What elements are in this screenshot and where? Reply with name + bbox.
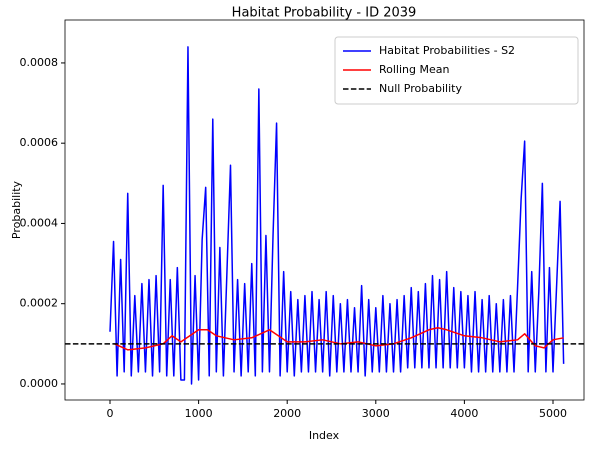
y-tick-label: 0.0000 — [20, 377, 59, 390]
plot-frame — [64, 19, 585, 401]
y-axis-label: Probability — [10, 180, 23, 239]
series-line — [109, 46, 565, 385]
y-tick-label: 0.0004 — [20, 216, 59, 229]
chart-title: Habitat Probability - ID 2039 — [232, 6, 417, 21]
series-line — [114, 327, 564, 351]
legend-box — [334, 36, 579, 105]
x-tick-label: 0 — [107, 407, 114, 420]
y-tick-label: 0.0006 — [20, 136, 59, 149]
x-tick-label: 4000 — [450, 407, 478, 420]
x-tick-label: 2000 — [273, 407, 301, 420]
x-tick-label: 5000 — [539, 407, 567, 420]
legend-label: Null Probability — [379, 82, 462, 95]
x-tick-label: 3000 — [362, 407, 390, 420]
y-tick-label: 0.0002 — [20, 297, 59, 310]
y-tick-label: 0.0008 — [20, 56, 59, 69]
x-axis-label: Index — [309, 429, 340, 442]
x-tick-label: 1000 — [185, 407, 213, 420]
legend-label: Rolling Mean — [379, 63, 449, 76]
legend-label: Habitat Probabilities - S2 — [379, 44, 515, 57]
